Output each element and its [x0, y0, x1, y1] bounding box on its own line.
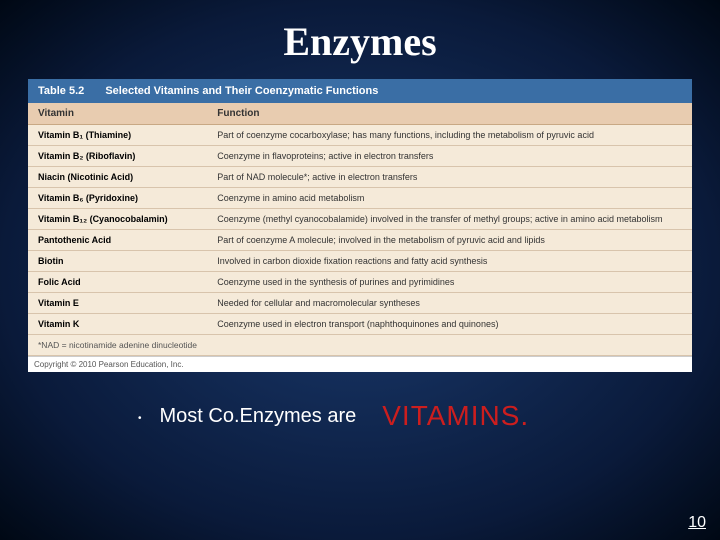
cell-function: Involved in carbon dioxide fixation reac…: [207, 251, 692, 272]
cell-vitamin: Biotin: [28, 251, 207, 272]
cell-function: Part of coenzyme A molecule; involved in…: [207, 230, 692, 251]
col-vitamin: Vitamin: [28, 103, 207, 125]
table-row: Vitamin B₆ (Pyridoxine)Coenzyme in amino…: [28, 188, 692, 209]
cell-function: Coenzyme in amino acid metabolism: [207, 188, 692, 209]
slide-title: Enzymes: [28, 18, 692, 65]
cell-function: Part of coenzyme cocarboxylase; has many…: [207, 125, 692, 146]
table-number: Table 5.2: [38, 85, 84, 97]
cell-vitamin: Vitamin B₁₂ (Cyanocobalamin): [28, 209, 207, 230]
cell-function: Needed for cellular and macromolecular s…: [207, 293, 692, 314]
table-header: Table 5.2 Selected Vitamins and Their Co…: [28, 79, 692, 103]
cell-function: Coenzyme in flavoproteins; active in ele…: [207, 146, 692, 167]
table-footnote: *NAD = nicotinamide adenine dinucleotide: [28, 335, 692, 356]
table-row: Vitamin KCoenzyme used in electron trans…: [28, 314, 692, 335]
table-row: Niacin (Nicotinic Acid)Part of NAD molec…: [28, 167, 692, 188]
table-row: Vitamin ENeeded for cellular and macromo…: [28, 293, 692, 314]
cell-vitamin: Vitamin B₂ (Riboflavin): [28, 146, 207, 167]
table-row: Pantothenic AcidPart of coenzyme A molec…: [28, 230, 692, 251]
col-function: Function: [207, 103, 692, 125]
cell-function: Part of NAD molecule*; active in electro…: [207, 167, 692, 188]
vitamins-table: Table 5.2 Selected Vitamins and Their Co…: [28, 79, 692, 372]
bullet-icon: •: [138, 413, 142, 424]
page-number: 10: [688, 514, 706, 532]
bullet-emphasis: VITAMINS.: [382, 400, 529, 432]
cell-vitamin: Niacin (Nicotinic Acid): [28, 167, 207, 188]
cell-vitamin: Vitamin B₆ (Pyridoxine): [28, 188, 207, 209]
table-row: Vitamin B₁ (Thiamine)Part of coenzyme co…: [28, 125, 692, 146]
table-body: Vitamin Function Vitamin B₁ (Thiamine)Pa…: [28, 103, 692, 356]
cell-vitamin: Vitamin E: [28, 293, 207, 314]
cell-vitamin: Vitamin B₁ (Thiamine): [28, 125, 207, 146]
bullet-lead: Most Co.Enzymes are: [160, 405, 357, 428]
cell-function: Coenzyme used in electron transport (nap…: [207, 314, 692, 335]
table-row: Vitamin B₂ (Riboflavin)Coenzyme in flavo…: [28, 146, 692, 167]
table-title: Selected Vitamins and Their Coenzymatic …: [105, 85, 378, 97]
table-row: Folic AcidCoenzyme used in the synthesis…: [28, 272, 692, 293]
cell-function: Coenzyme (methyl cyanocobalamide) involv…: [207, 209, 692, 230]
table-footnote-row: *NAD = nicotinamide adenine dinucleotide: [28, 335, 692, 356]
copyright-text: Copyright © 2010 Pearson Education, Inc.: [28, 356, 692, 372]
table-row: Vitamin B₁₂ (Cyanocobalamin)Coenzyme (me…: [28, 209, 692, 230]
table-row: BiotinInvolved in carbon dioxide fixatio…: [28, 251, 692, 272]
cell-vitamin: Vitamin K: [28, 314, 207, 335]
cell-vitamin: Pantothenic Acid: [28, 230, 207, 251]
cell-function: Coenzyme used in the synthesis of purine…: [207, 272, 692, 293]
cell-vitamin: Folic Acid: [28, 272, 207, 293]
bullet-row: • Most Co.Enzymes are VITAMINS.: [28, 400, 692, 432]
